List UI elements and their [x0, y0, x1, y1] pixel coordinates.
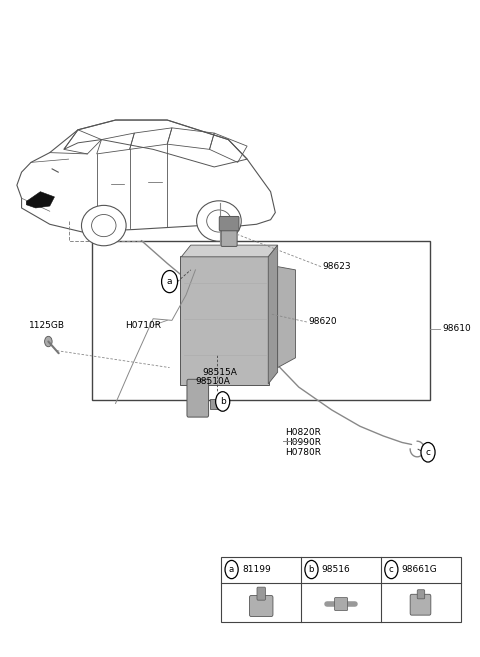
Text: c: c	[425, 448, 431, 457]
Ellipse shape	[82, 206, 126, 246]
FancyBboxPatch shape	[221, 223, 237, 246]
Text: H0780R: H0780R	[285, 448, 321, 457]
Circle shape	[225, 560, 238, 579]
Text: b: b	[309, 565, 314, 574]
Circle shape	[216, 392, 230, 411]
FancyBboxPatch shape	[417, 590, 425, 599]
FancyBboxPatch shape	[257, 587, 265, 600]
FancyBboxPatch shape	[250, 596, 273, 616]
Text: 98510A: 98510A	[195, 377, 230, 386]
FancyBboxPatch shape	[210, 399, 220, 409]
Text: H0820R: H0820R	[285, 428, 321, 437]
Polygon shape	[277, 267, 296, 367]
Text: c: c	[389, 565, 394, 574]
Polygon shape	[268, 245, 277, 384]
Text: a: a	[229, 565, 234, 574]
FancyBboxPatch shape	[219, 216, 239, 231]
FancyBboxPatch shape	[92, 240, 431, 400]
Text: 1125GB: 1125GB	[29, 321, 65, 330]
Text: 98623: 98623	[322, 262, 351, 271]
Text: a: a	[167, 277, 172, 286]
Text: 98515A: 98515A	[203, 368, 237, 376]
FancyBboxPatch shape	[410, 595, 431, 615]
FancyBboxPatch shape	[221, 556, 461, 622]
Text: b: b	[220, 397, 226, 406]
FancyBboxPatch shape	[335, 598, 348, 610]
Ellipse shape	[207, 210, 231, 232]
Circle shape	[305, 560, 318, 579]
Polygon shape	[181, 245, 277, 257]
Text: H0710R: H0710R	[125, 321, 161, 330]
Polygon shape	[26, 192, 54, 208]
Ellipse shape	[92, 214, 116, 237]
Circle shape	[162, 271, 178, 292]
Circle shape	[421, 443, 435, 462]
Text: 98610: 98610	[442, 324, 471, 333]
Circle shape	[45, 336, 52, 347]
Text: 98620: 98620	[308, 317, 337, 327]
Text: H0990R: H0990R	[285, 438, 321, 447]
FancyBboxPatch shape	[187, 379, 209, 417]
FancyBboxPatch shape	[180, 256, 269, 385]
Circle shape	[385, 560, 398, 579]
Text: 81199: 81199	[242, 565, 271, 574]
Text: 98661G: 98661G	[402, 565, 437, 574]
Text: 98516: 98516	[322, 565, 350, 574]
Ellipse shape	[197, 201, 241, 241]
